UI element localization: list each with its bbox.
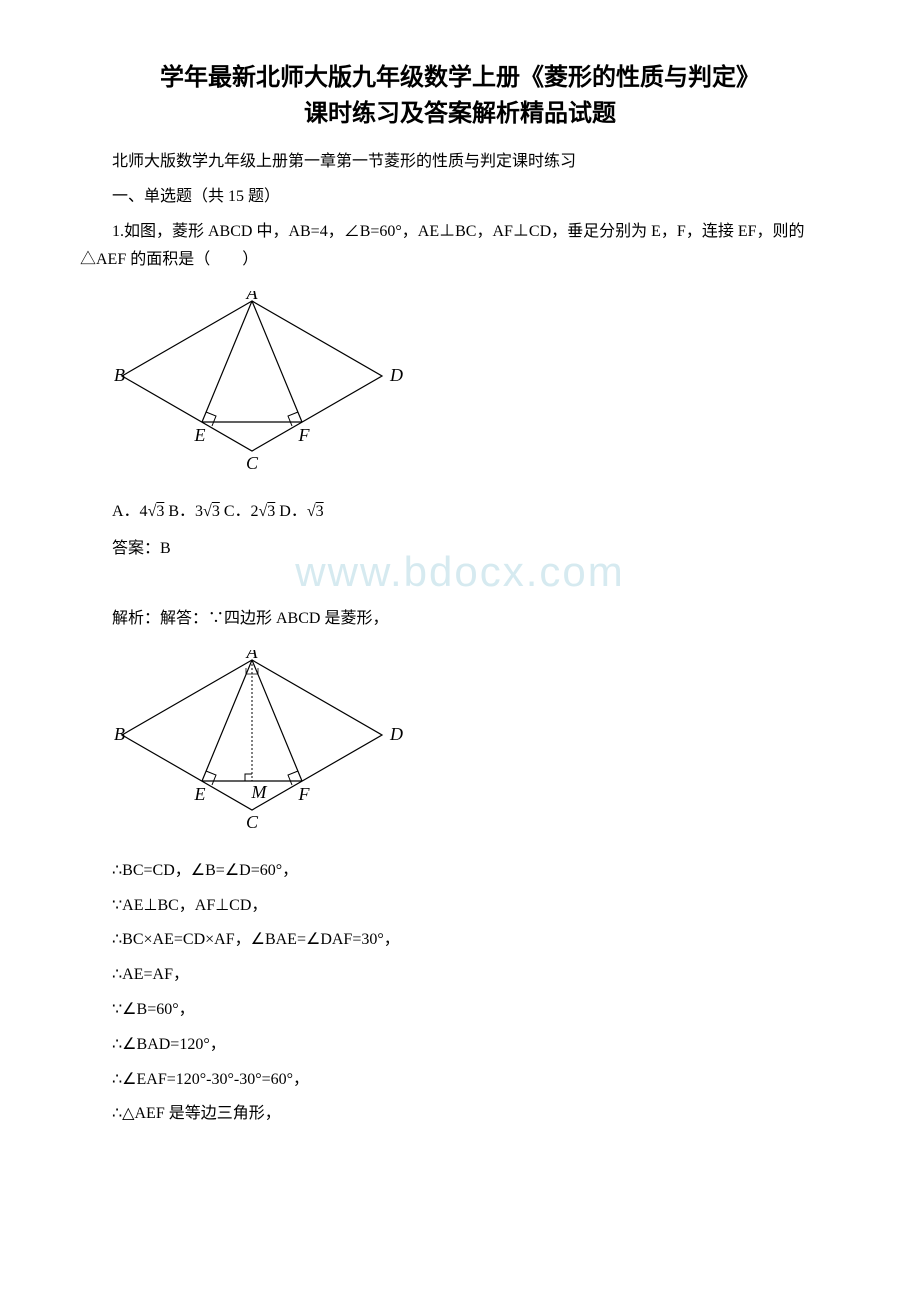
svg-text:F: F — [298, 784, 311, 804]
figure-2: A B C D E M F — [112, 650, 840, 841]
step-5: ∵∠B=60°， — [80, 996, 840, 1025]
step-2: ∵AE⊥BC，AF⊥CD， — [80, 892, 840, 921]
svg-text:A: A — [246, 291, 259, 303]
option-a: A．4 — [112, 503, 148, 520]
figure-1: A B C D E F — [112, 291, 840, 482]
svg-text:D: D — [389, 724, 403, 744]
step-6: ∴∠BAD=120°， — [80, 1031, 840, 1060]
step-4: ∴AE=AF， — [80, 961, 840, 990]
option-c: C．2 — [224, 503, 259, 520]
svg-text:C: C — [246, 812, 259, 830]
svg-text:A: A — [246, 650, 259, 662]
question-1-stem: 1.如图，菱形 ABCD 中，AB=4，∠B=60°，AE⊥BC，AF⊥CD，垂… — [80, 218, 840, 276]
option-d: D． — [279, 503, 307, 520]
svg-text:E: E — [194, 425, 206, 445]
svg-text:D: D — [389, 365, 403, 385]
svg-text:F: F — [298, 425, 311, 445]
title-line-1: 学年最新北师大版九年级数学上册《菱形的性质与判定》 — [160, 65, 760, 91]
answer-label: 答案：B — [80, 535, 840, 564]
answer-options: A．4√3 B．3√3 C．2√3 D．√3 — [80, 498, 840, 527]
explanation-head: 解析：解答：∵四边形 ABCD 是菱形， — [80, 605, 840, 634]
step-1: ∴BC=CD，∠B=∠D=60°， — [80, 857, 840, 886]
section-heading: 一、单选题（共 15 题） — [80, 183, 840, 212]
step-8: ∴△AEF 是等边三角形， — [80, 1100, 840, 1129]
step-3: ∴BC×AE=CD×AF，∠BAE=∠DAF=30°， — [80, 926, 840, 955]
step-7: ∴∠EAF=120°-30°-30°=60°， — [80, 1066, 840, 1095]
svg-text:M: M — [251, 782, 268, 802]
option-b: B．3 — [168, 503, 203, 520]
svg-text:B: B — [114, 724, 125, 744]
svg-text:C: C — [246, 453, 259, 471]
svg-text:E: E — [194, 784, 206, 804]
intro-text: 北师大版数学九年级上册第一章第一节菱形的性质与判定课时练习 — [80, 148, 840, 177]
title-line-2: 课时练习及答案解析精品试题 — [304, 101, 616, 127]
svg-text:B: B — [114, 365, 125, 385]
